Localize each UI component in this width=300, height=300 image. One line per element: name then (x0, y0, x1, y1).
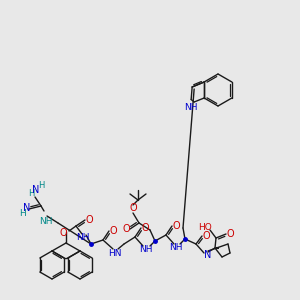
Text: H: H (19, 208, 26, 217)
Text: O: O (109, 226, 117, 236)
Text: O: O (172, 221, 180, 231)
Text: NH: NH (139, 245, 153, 254)
Text: O: O (59, 228, 67, 238)
Text: NH: NH (76, 233, 90, 242)
Text: HN: HN (108, 250, 122, 259)
Text: O: O (122, 224, 130, 234)
Text: N: N (23, 203, 31, 213)
Text: O: O (202, 231, 210, 241)
Text: NH: NH (184, 103, 198, 112)
Text: N: N (204, 250, 212, 260)
Text: HO: HO (198, 223, 212, 232)
Text: NH: NH (39, 217, 53, 226)
Text: O: O (226, 229, 234, 239)
Text: O: O (85, 215, 93, 225)
Text: N: N (32, 185, 40, 195)
Text: O: O (129, 203, 137, 213)
Text: NH: NH (169, 244, 183, 253)
Text: H: H (28, 190, 34, 199)
Text: H: H (38, 182, 44, 190)
Text: O: O (141, 223, 149, 233)
